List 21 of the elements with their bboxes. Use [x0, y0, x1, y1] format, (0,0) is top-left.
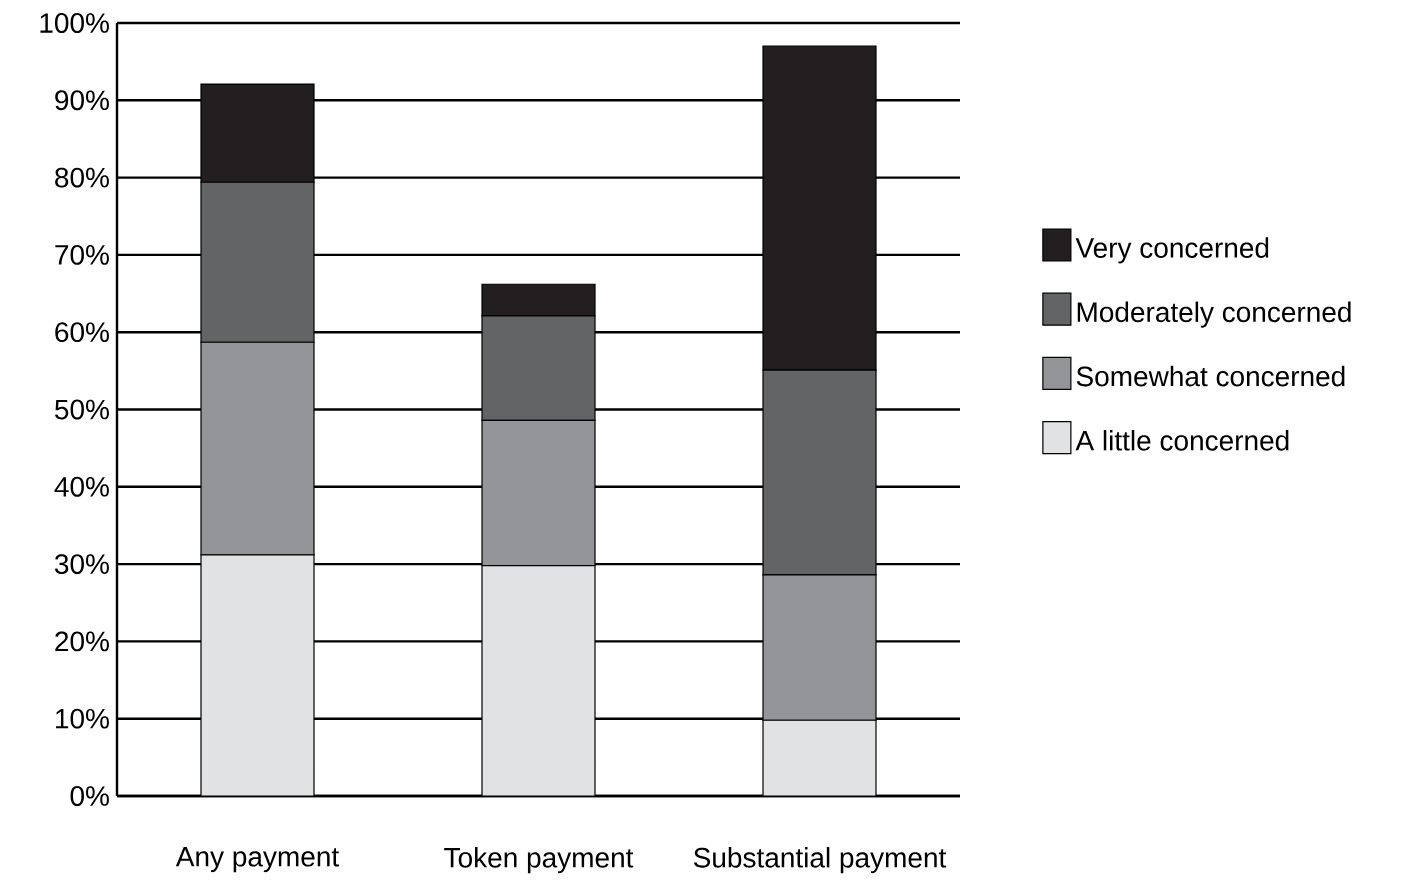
y-tick-label: 100% — [40, 13, 109, 33]
bar — [762, 719, 877, 796]
legend-label: Somewhat concerned — [1076, 365, 1345, 387]
y-tick-label: 0% — [70, 786, 109, 806]
x-tick-label: Substantial payment — [693, 847, 947, 874]
y-tick-label: 40% — [54, 476, 109, 497]
y-tick-label: 80% — [55, 167, 109, 188]
x-tick-label: Any payment — [175, 847, 339, 873]
y-tick-label: 70% — [55, 244, 109, 265]
y-tick-label: 30% — [54, 554, 109, 575]
y-tick-label: 50% — [55, 399, 109, 420]
y-tick-label: 60% — [55, 322, 109, 343]
bar — [200, 554, 315, 796]
y-tick-label: 10% — [56, 708, 109, 729]
x-tick-label: Token payment — [444, 847, 634, 874]
bar — [481, 565, 596, 796]
y-tick-label: 20% — [55, 631, 109, 652]
legend-label: Moderately concerned — [1077, 301, 1351, 328]
legend-label: A little concerned — [1075, 430, 1289, 451]
y-tick-label: 90% — [55, 90, 109, 111]
legend-label: Very concerned — [1075, 237, 1269, 264]
